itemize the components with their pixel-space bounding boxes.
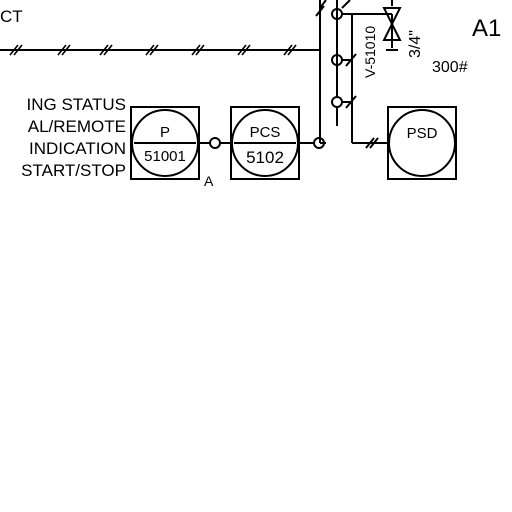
instrument-pcs-5102: PCS 5102 (230, 106, 300, 180)
manual-valve (382, 0, 402, 51)
valve-rating: 300# (432, 59, 468, 76)
status-line-3: INDICATION (29, 139, 126, 158)
connector-circle-a (209, 137, 221, 149)
signal-line-vertical (315, 0, 327, 144)
instrument-psd-tag: PSD (407, 125, 438, 142)
valve-tag: V-51010 (362, 26, 378, 78)
process-line (336, 0, 351, 126)
connector-circle-pcs (313, 137, 325, 149)
status-line-2: AL/REMOTE (28, 117, 126, 136)
status-text-block: ING STATUS AL/REMOTE INDICATION START/ST… (21, 95, 126, 180)
instrument-psd: PSD (387, 106, 457, 180)
connection-circle-3 (331, 96, 343, 108)
instrument-p-tag: P (160, 124, 170, 141)
connection-label: A (204, 173, 214, 189)
instrument-p-number: 51001 (144, 148, 186, 165)
impulse-line (342, 13, 393, 149)
valve-size: 3/4" (407, 30, 424, 58)
sheet-label: A1 (472, 15, 501, 42)
status-line-1: ING STATUS (27, 95, 127, 114)
instrument-p-51001: P 51001 (130, 106, 200, 180)
status-line-4: START/STOP (21, 161, 126, 180)
signal-line-horizontal (0, 44, 320, 56)
instrument-pcs-tag: PCS (250, 124, 281, 141)
top-left-text: CT (0, 7, 23, 26)
instrument-pcs-number: 5102 (246, 148, 284, 167)
